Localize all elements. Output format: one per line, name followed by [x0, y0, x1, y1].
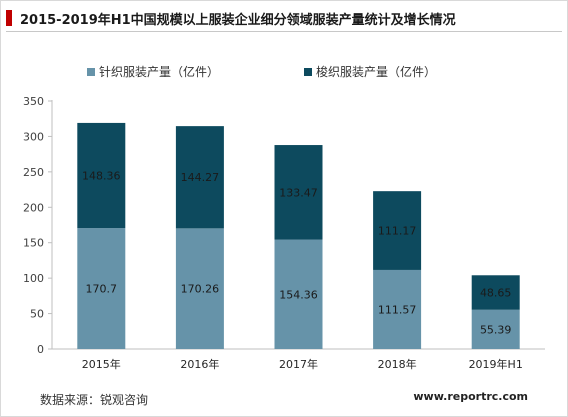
- legend-item-knit: 针织服装产量（亿件）: [87, 63, 219, 80]
- bar-segment-knit: [274, 239, 323, 349]
- x-tick-label: 2019年H1: [469, 357, 523, 371]
- y-tick-label: 350: [23, 95, 44, 108]
- legend-swatch-woven: [304, 67, 312, 76]
- bar-value-label: 170.7: [86, 283, 118, 296]
- bar-value-label: 55.39: [480, 323, 512, 336]
- x-tick-label: 2016年: [180, 357, 219, 371]
- legend: 针织服装产量（亿件） 梭织服装产量（亿件）: [0, 63, 568, 79]
- title-accent-bar: [6, 10, 12, 26]
- bar-segment-woven: [274, 145, 323, 240]
- bar-segment-woven: [471, 275, 520, 310]
- bar-segment-knit: [373, 269, 422, 349]
- y-tick-label: 250: [23, 166, 44, 179]
- legend-swatch-knit: [87, 67, 95, 76]
- bar-value-label: 111.57: [378, 303, 417, 316]
- chart-title: 2015-2019年H1中国规模以上服装企业细分领域服装产量统计及增长情况: [20, 13, 456, 28]
- bar-segment-woven: [373, 191, 422, 270]
- bar-segment-knit: [175, 228, 224, 349]
- bar-value-label: 154.36: [279, 288, 318, 301]
- title-divider: [6, 31, 562, 32]
- bar-value-label: 133.47: [279, 186, 318, 199]
- bar-segment-woven: [175, 126, 224, 229]
- website-url: www.reportrc.com: [413, 390, 528, 403]
- bar-segment-knit: [77, 228, 126, 349]
- y-tick-label: 0: [37, 343, 44, 356]
- legend-label-woven: 梭织服装产量（亿件）: [316, 65, 437, 79]
- y-tick-label: 300: [23, 130, 44, 143]
- bar-value-label: 48.65: [480, 287, 512, 300]
- legend-item-woven: 梭织服装产量（亿件）: [304, 63, 436, 80]
- x-tick-label: 2015年: [82, 357, 121, 371]
- y-tick-label: 200: [23, 201, 44, 214]
- bar-value-label: 111.17: [378, 225, 417, 238]
- bar-segment-woven: [77, 122, 126, 229]
- y-tick-label: 100: [23, 272, 44, 285]
- source-note: 数据来源：锐观咨询: [40, 393, 149, 407]
- x-tick-label: 2017年: [279, 357, 318, 371]
- legend-label-knit: 针织服装产量（亿件）: [99, 65, 220, 79]
- x-tick-label: 2018年: [378, 357, 417, 371]
- y-tick-label: 50: [30, 308, 44, 321]
- bar-value-label: 148.36: [82, 169, 121, 182]
- bar-value-label: 170.26: [181, 283, 220, 296]
- bar-segment-knit: [471, 309, 520, 349]
- bar-value-label: 144.27: [181, 171, 220, 184]
- y-tick-label: 150: [23, 237, 44, 250]
